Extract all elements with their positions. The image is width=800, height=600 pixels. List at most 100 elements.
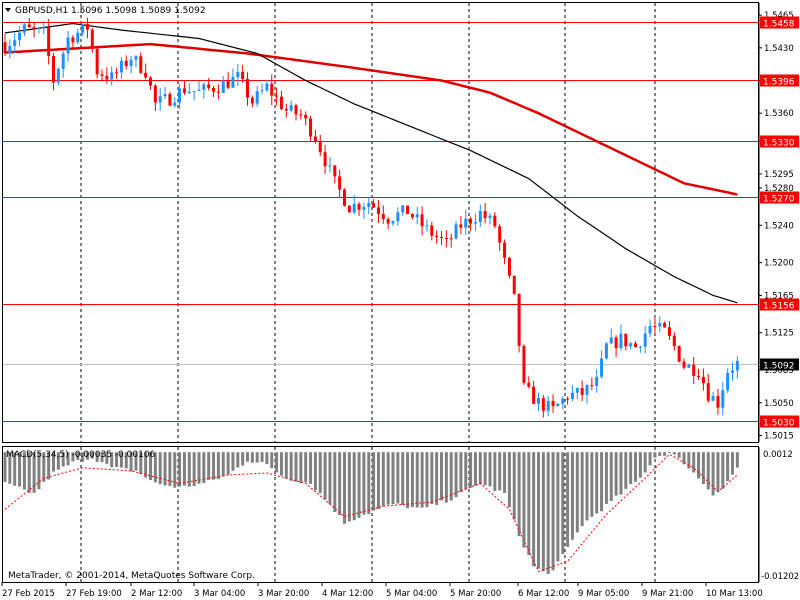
candle-body[interactable] xyxy=(255,91,259,104)
candle-body[interactable] xyxy=(333,165,337,177)
candle-body[interactable] xyxy=(250,97,254,104)
candle-body[interactable] xyxy=(551,400,555,407)
candle-body[interactable] xyxy=(168,94,172,106)
candle-body[interactable] xyxy=(95,49,99,75)
candle-body[interactable] xyxy=(192,90,196,92)
candle-body[interactable] xyxy=(362,206,366,210)
candle-body[interactable] xyxy=(464,218,468,228)
candle-body[interactable] xyxy=(52,56,55,83)
candle-body[interactable] xyxy=(149,77,152,86)
candle-body[interactable] xyxy=(420,214,424,227)
candle-body[interactable] xyxy=(376,207,380,214)
candle-body[interactable] xyxy=(182,88,186,93)
candle-body[interactable] xyxy=(270,83,274,96)
candle-body[interactable] xyxy=(178,88,182,103)
candle-body[interactable] xyxy=(386,219,390,224)
candle-body[interactable] xyxy=(687,364,691,368)
candle-body[interactable] xyxy=(32,27,36,29)
candle-body[interactable] xyxy=(27,24,31,28)
candle-body[interactable] xyxy=(284,109,288,111)
candle-body[interactable] xyxy=(338,176,342,190)
candle-body[interactable] xyxy=(624,333,628,347)
candle-body[interactable] xyxy=(85,23,89,30)
candle-body[interactable] xyxy=(459,224,463,228)
horizontal-levels[interactable] xyxy=(3,22,759,422)
candle-body[interactable] xyxy=(498,226,502,243)
candle-body[interactable] xyxy=(304,114,308,119)
candle-body[interactable] xyxy=(493,215,497,227)
candle-body[interactable] xyxy=(343,189,346,206)
candle-body[interactable] xyxy=(561,398,565,404)
candle-body[interactable] xyxy=(721,390,725,408)
candle-body[interactable] xyxy=(163,94,167,97)
candle-body[interactable] xyxy=(81,23,85,33)
candle-body[interactable] xyxy=(241,71,245,80)
candle-body[interactable] xyxy=(275,95,279,97)
candle-body[interactable] xyxy=(435,235,439,238)
candle-body[interactable] xyxy=(512,275,516,294)
candle-body[interactable] xyxy=(517,293,521,346)
candle-body[interactable] xyxy=(61,53,65,70)
candle-body[interactable] xyxy=(381,213,385,220)
candle-body[interactable] xyxy=(726,372,730,391)
candle-body[interactable] xyxy=(260,90,264,92)
candle-body[interactable] xyxy=(473,222,477,224)
candle-body[interactable] xyxy=(187,91,191,93)
candle-body[interactable] xyxy=(129,59,133,67)
candle-body[interactable] xyxy=(347,205,351,213)
candle-body[interactable] xyxy=(638,346,642,348)
candle-body[interactable] xyxy=(629,343,633,347)
candle-body[interactable] xyxy=(735,360,739,371)
candle-body[interactable] xyxy=(56,69,60,83)
candle-body[interactable] xyxy=(153,85,157,103)
candle-body[interactable] xyxy=(144,72,148,78)
candle-body[interactable] xyxy=(119,60,123,73)
candle-body[interactable] xyxy=(590,385,594,387)
candle-body[interactable] xyxy=(546,400,550,411)
candle-body[interactable] xyxy=(318,141,322,153)
candle-body[interactable] xyxy=(701,376,705,384)
candle-body[interactable] xyxy=(541,398,545,411)
candle-body[interactable] xyxy=(682,361,686,368)
candle-body[interactable] xyxy=(37,28,41,30)
candle-body[interactable] xyxy=(658,323,662,327)
candle-body[interactable] xyxy=(401,205,405,213)
candle-body[interactable] xyxy=(672,335,676,347)
candle-body[interactable] xyxy=(444,238,448,240)
candle-body[interactable] xyxy=(643,333,647,347)
candle-body[interactable] xyxy=(90,29,94,50)
candle-body[interactable] xyxy=(454,224,458,239)
candlestick-series[interactable] xyxy=(3,17,739,418)
candle-body[interactable] xyxy=(634,343,637,348)
candle-body[interactable] xyxy=(595,376,599,386)
candle-body[interactable] xyxy=(13,40,17,47)
candle-body[interactable] xyxy=(323,152,327,167)
candle-body[interactable] xyxy=(663,323,667,328)
candle-body[interactable] xyxy=(604,343,608,359)
candle-body[interactable] xyxy=(289,105,293,111)
candle-body[interactable] xyxy=(667,327,671,336)
candle-body[interactable] xyxy=(410,214,414,218)
candle-body[interactable] xyxy=(619,333,623,349)
candle-body[interactable] xyxy=(614,337,618,349)
candle-body[interactable] xyxy=(503,242,507,258)
candle-body[interactable] xyxy=(265,83,269,91)
candle-body[interactable] xyxy=(309,118,313,137)
candle-body[interactable] xyxy=(110,72,114,80)
candle-body[interactable] xyxy=(488,215,492,219)
candle-body[interactable] xyxy=(8,46,12,54)
candle-body[interactable] xyxy=(609,337,613,344)
candle-body[interactable] xyxy=(585,385,589,395)
candle-body[interactable] xyxy=(328,165,332,167)
candle-body[interactable] xyxy=(100,74,104,76)
candle-body[interactable] xyxy=(76,32,80,43)
candle-body[interactable] xyxy=(469,218,473,224)
candle-body[interactable] xyxy=(279,96,283,110)
candle-body[interactable] xyxy=(396,212,400,222)
candle-body[interactable] xyxy=(711,395,715,401)
candle-body[interactable] xyxy=(216,91,220,93)
candle-body[interactable] xyxy=(483,211,487,219)
candle-body[interactable] xyxy=(352,203,356,213)
candle-body[interactable] xyxy=(197,89,201,91)
